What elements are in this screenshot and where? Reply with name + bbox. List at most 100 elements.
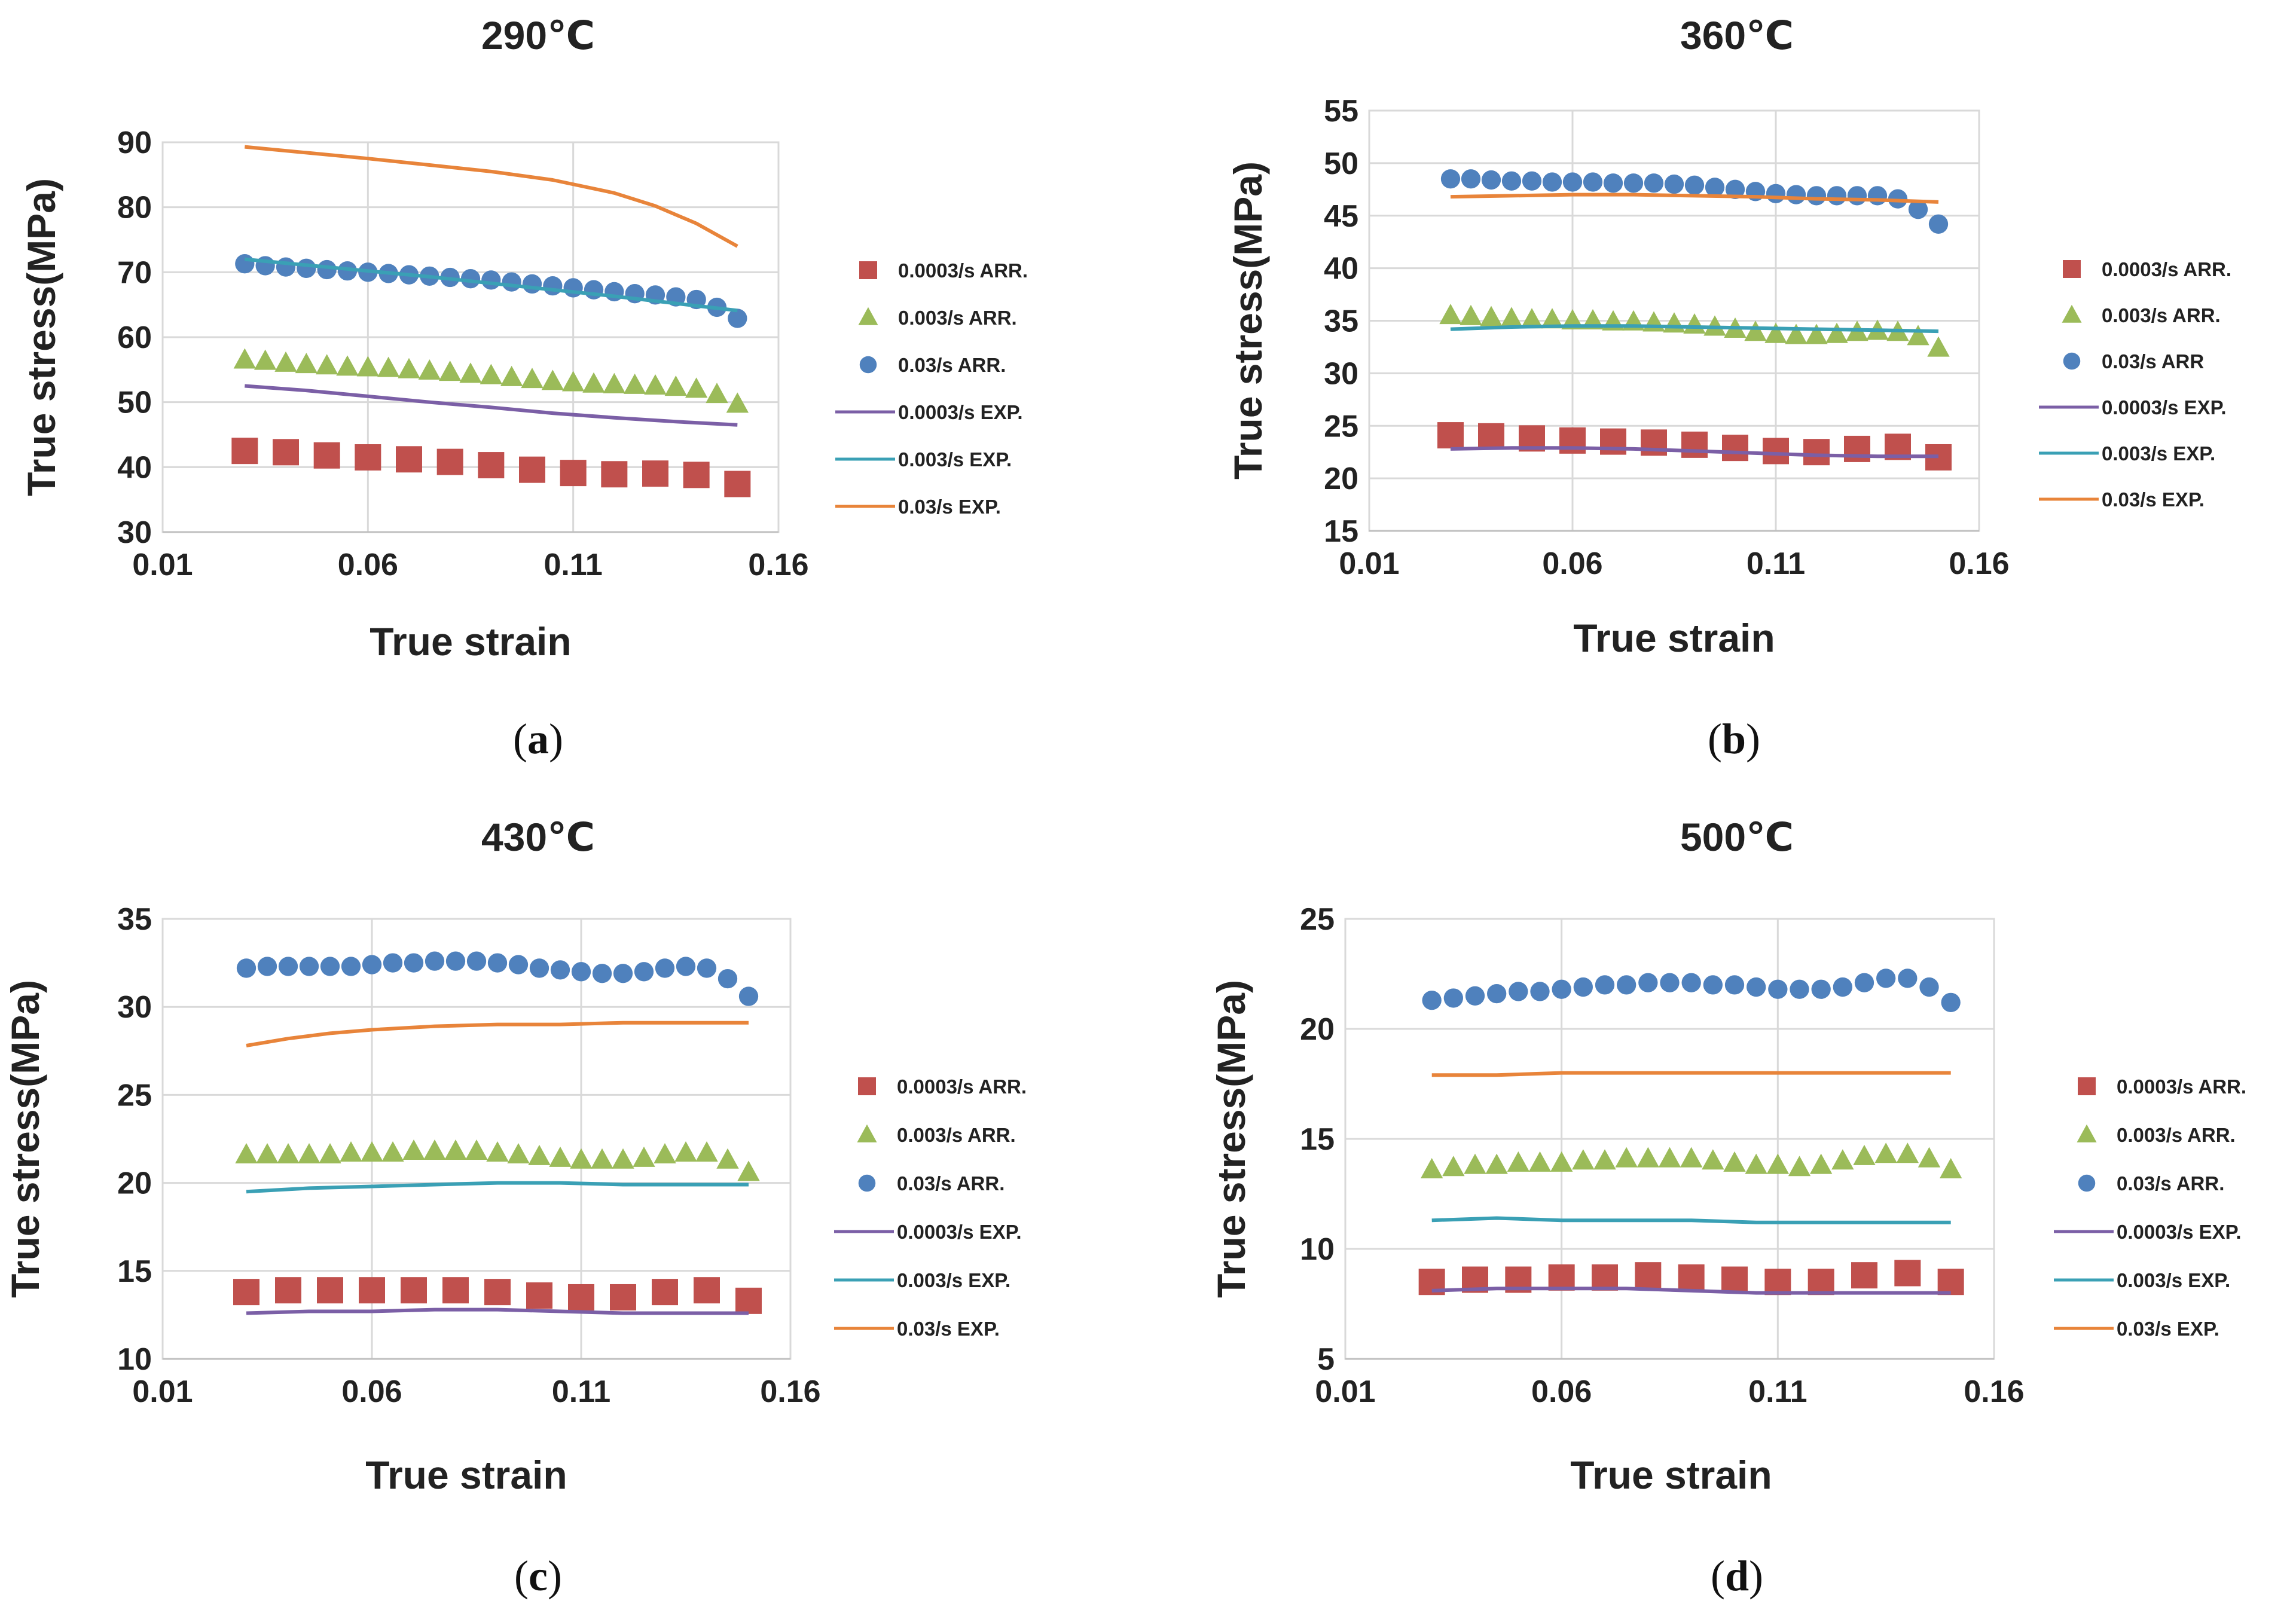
data-point (1422, 991, 1442, 1010)
y-tick-label: 50 (117, 386, 152, 420)
legend-label: 0.0003/s ARR. (2117, 1076, 2246, 1098)
data-point (1595, 975, 1615, 995)
data-point (601, 461, 628, 488)
legend-entry: 0.03/s EXP. (834, 1318, 1000, 1340)
data-point (1681, 973, 1701, 992)
data-point (383, 953, 403, 973)
data-point (642, 460, 668, 487)
data-point (726, 392, 749, 413)
legend-marker (2063, 352, 2081, 370)
data-point (481, 270, 501, 290)
data-point (674, 1141, 697, 1162)
data-point (1480, 305, 1503, 326)
data-point (1854, 973, 1874, 992)
data-point (418, 359, 441, 380)
series-line (246, 1021, 749, 1047)
data-point (231, 438, 258, 465)
data-point (1763, 438, 1789, 465)
x-tick-label: 0.06 (1542, 546, 1602, 581)
legend-label: 0.0003/s ARR. (2102, 258, 2231, 280)
data-point (1919, 977, 1939, 997)
legend-marker (2077, 1124, 2097, 1142)
series-0.03/s EXP. (246, 1021, 749, 1047)
y-axis-title: True stress(MPa) (1226, 161, 1270, 479)
data-point (1927, 336, 1950, 357)
legend-entry: 0.003/s ARR. (2062, 304, 2221, 326)
x-axis-title: True strain (365, 1453, 567, 1497)
data-point (549, 1146, 572, 1167)
x-tick-label: 0.11 (1748, 1374, 1807, 1409)
legend-entry: 0.03/s EXP. (2039, 488, 2205, 511)
data-point (398, 358, 420, 378)
data-point (695, 1141, 718, 1162)
data-point (1833, 977, 1852, 997)
data-point (529, 958, 549, 978)
y-tick-label: 35 (1324, 304, 1358, 339)
y-axis-title: True stress(MPa) (19, 178, 63, 496)
panel-label: (c) (514, 1552, 562, 1600)
legend-label: 0.0003/s EXP. (898, 401, 1023, 423)
x-tick-label: 0.01 (132, 548, 193, 582)
data-point (442, 1277, 469, 1304)
series-0.003/s ARR. (233, 348, 749, 413)
data-point (459, 362, 482, 383)
data-point (1918, 1147, 1941, 1168)
data-point (1678, 1264, 1705, 1291)
legend-entry: 0.0003/s EXP. (835, 401, 1023, 423)
data-point (1788, 1156, 1811, 1177)
legend-label: 0.03/s EXP. (2117, 1318, 2219, 1340)
data-point (340, 1141, 362, 1162)
legend-label: 0.03/s ARR. (2117, 1172, 2224, 1194)
chart-title: 360℃ (1680, 13, 1794, 57)
data-point (1721, 1266, 1748, 1293)
series-line (246, 1181, 749, 1194)
legend-entry: 0.003/s ARR. (857, 1124, 1016, 1146)
data-point (1573, 977, 1593, 997)
y-tick-label: 45 (1324, 199, 1358, 234)
data-point (1831, 1149, 1854, 1170)
legend-label: 0.0003/s ARR. (897, 1076, 1027, 1098)
data-point (1600, 428, 1626, 455)
data-point (445, 951, 466, 971)
data-point (1658, 1147, 1681, 1168)
data-point (1908, 200, 1928, 219)
legend-label: 0.003/s ARR. (898, 307, 1017, 329)
data-point (1521, 308, 1543, 329)
chart-panel-b: 15 20 25 30 35 40 45 50 55 0.01 0.06 0.11 0.16 0.0003… (1226, 13, 2231, 763)
data-point (522, 274, 542, 294)
legend-entry: 0.003/s ARR. (2077, 1124, 2236, 1146)
data-point (683, 462, 710, 488)
x-tick-label: 0.16 (748, 548, 808, 582)
data-point (502, 272, 521, 292)
series-0.003/s EXP. (1431, 1216, 1951, 1224)
data-point (718, 969, 738, 989)
data-point (1764, 322, 1787, 343)
data-point (1681, 431, 1708, 458)
y-axis-title: True stress(MPa) (3, 980, 47, 1298)
data-point (315, 354, 338, 375)
data-point (396, 446, 422, 473)
data-point (697, 958, 717, 978)
series-0.0003/s EXP. (246, 1307, 749, 1315)
legend-marker (858, 307, 878, 325)
data-point (623, 373, 646, 394)
data-point (1617, 975, 1636, 995)
data-point (550, 960, 570, 980)
panel-label: (a) (513, 715, 563, 763)
data-point (571, 962, 591, 982)
x-tick-label: 0.16 (760, 1374, 820, 1409)
data-point (1522, 171, 1542, 191)
data-point (319, 1142, 341, 1163)
data-point (654, 1142, 676, 1163)
data-point (526, 1282, 552, 1309)
data-point (1703, 315, 1726, 336)
data-point (298, 1142, 320, 1163)
panel-label: (b) (1708, 715, 1760, 763)
series-line (1431, 1071, 1951, 1077)
legend-marker (2078, 1174, 2096, 1192)
series-0.03/s ARR. (236, 951, 759, 1006)
data-point (317, 1277, 343, 1304)
x-tick-label: 0.06 (341, 1374, 402, 1409)
data-point (480, 363, 503, 384)
data-point (1894, 1260, 1921, 1287)
